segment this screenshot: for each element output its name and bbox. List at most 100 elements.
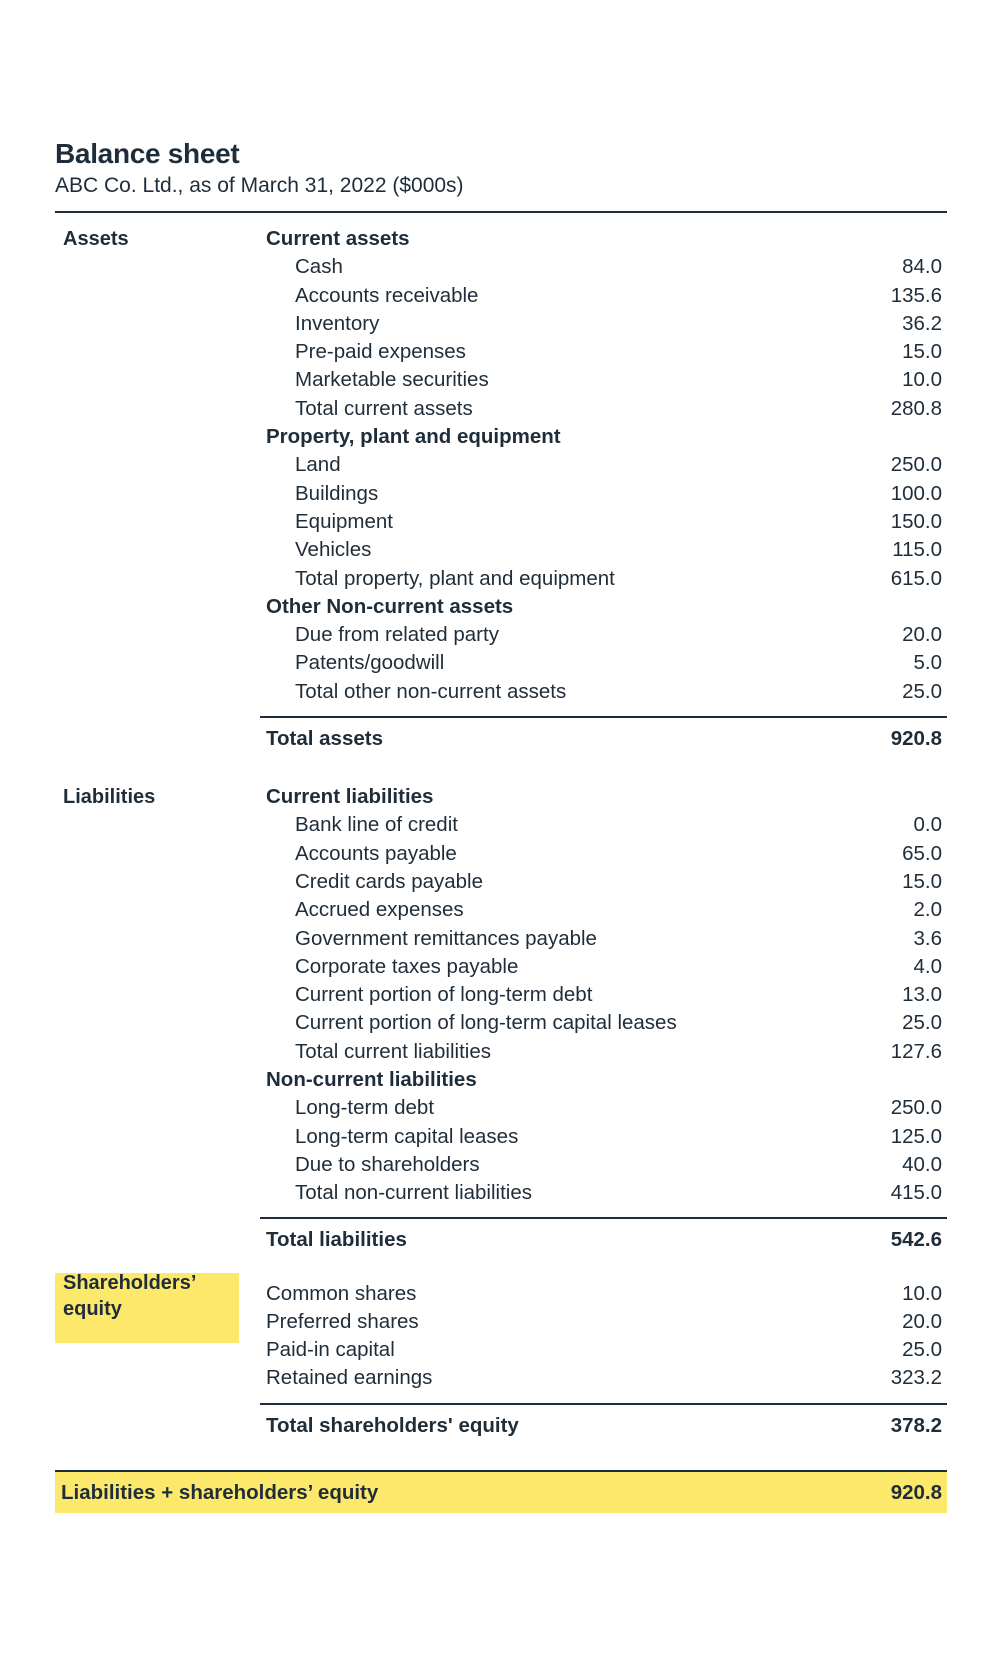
line-item: Total current liabilities 127.6 (260, 1038, 947, 1066)
line-item-label: Long-term debt (295, 1096, 435, 1120)
line-item: Long-term debt 250.0 (260, 1094, 947, 1122)
line-item-label: Buildings (295, 481, 379, 505)
line-item: Government remittances payable 3.6 (260, 925, 947, 953)
divider (260, 1402, 947, 1405)
total-row: Total shareholders' equity 378.2 (260, 1405, 947, 1447)
page-subtitle: ABC Co. Ltd., as of March 31, 2022 ($000… (55, 174, 464, 197)
total-label: Total liabilities (266, 1227, 407, 1251)
line-item: Current portion of long-term capital lea… (260, 1009, 947, 1037)
line-item-label: Non-current liabilities (266, 1068, 477, 1092)
line-item-label: Common shares (266, 1281, 417, 1305)
line-item-value: 615.0 (890, 566, 942, 590)
line-item: Vehicles 115.0 (260, 536, 947, 564)
line-item-label: Land (295, 453, 341, 477)
line-item-value: 135.6 (890, 283, 942, 307)
line-item-label: Vehicles (295, 538, 372, 562)
line-item: Credit cards payable 15.0 (260, 868, 947, 896)
equity-section: Shareholders’ equity Common shares 10.0 Pr… (55, 1272, 947, 1447)
line-item: Paid-in capital 25.0 (260, 1336, 947, 1364)
line-item: Corporate taxes payable 4.0 (260, 953, 947, 981)
line-item: Patents/goodwill 5.0 (260, 649, 947, 677)
line-item-label: Credit cards payable (295, 869, 484, 893)
total-label: Total assets (266, 727, 383, 751)
line-item: Accounts receivable 135.6 (260, 282, 947, 310)
line-item-value: 36.2 (902, 311, 942, 335)
line-item-value: 15.0 (902, 340, 942, 364)
line-item-value: 25.0 (902, 1011, 942, 1035)
line-item-value: 125.0 (890, 1124, 942, 1148)
line-item-label: Current liabilities (266, 785, 434, 809)
line-item-label: Government remittances payable (295, 926, 597, 950)
line-item-value: 150.0 (890, 509, 942, 533)
section-label: Liabilities (63, 786, 156, 809)
line-item-label: Current portion of long-term debt (295, 983, 593, 1007)
line-item-value: 65.0 (902, 841, 942, 865)
line-item: Preferred shares 20.0 (260, 1308, 947, 1336)
line-item: Accrued expenses 2.0 (260, 896, 947, 924)
line-item-label: Total other non-current assets (295, 679, 567, 703)
line-item-label: Retained earnings (266, 1366, 433, 1390)
assets-section: Assets Current assets Cash 84.0 Accounts re… (55, 225, 947, 760)
equity-label-highlight: Shareholders’ equity (55, 1271, 239, 1343)
line-item-label: Total property, plant and equipment (295, 566, 615, 590)
line-item: Common shares 10.0 (260, 1280, 947, 1308)
line-item-label: Pre-paid expenses (295, 340, 466, 364)
subsection-header: Other Non-current assets (260, 593, 947, 621)
line-item: Accounts payable 65.0 (260, 840, 947, 868)
line-item-label: Total current liabilities (295, 1039, 491, 1063)
line-item-label: Due from related party (295, 623, 499, 647)
divider (260, 716, 947, 719)
line-item-value: 13.0 (902, 983, 942, 1007)
line-item-value: 323.2 (890, 1366, 942, 1390)
line-item-value: 100.0 (890, 481, 942, 505)
line-item: Total non-current liabilities 415.0 (260, 1179, 947, 1207)
total-label: Total shareholders' equity (266, 1413, 519, 1437)
line-item-value: 25.0 (902, 1338, 942, 1362)
total-value: 378.2 (890, 1413, 942, 1437)
total-value: 542.6 (890, 1227, 942, 1251)
line-item-label: Current portion of long-term capital lea… (295, 1011, 677, 1035)
section-label: Shareholders’ equity (63, 1271, 197, 1320)
line-item-label: Patents/goodwill (295, 651, 445, 675)
subsection-header: Non-current liabilities (260, 1066, 947, 1094)
divider (260, 1216, 947, 1219)
line-item-value: 250.0 (890, 453, 942, 477)
line-item-value: 15.0 (902, 869, 942, 893)
line-item-value: 40.0 (902, 1152, 942, 1176)
line-item: Buildings 100.0 (260, 480, 947, 508)
line-item-label: Total non-current liabilities (295, 1181, 533, 1205)
line-item-label: Current assets (266, 227, 410, 250)
line-item-label: Accounts receivable (295, 283, 479, 307)
balance-sheet-table: Assets Current assets Cash 84.0 Accounts re… (55, 225, 947, 1447)
line-item-label: Total current assets (295, 396, 473, 420)
total-value: 920.8 (890, 727, 942, 751)
line-item: Due to shareholders 40.0 (260, 1151, 947, 1179)
line-item-value: 3.6 (913, 926, 943, 950)
line-item-value: 115.0 (892, 538, 942, 562)
line-item-label: Inventory (295, 311, 380, 335)
line-item: Equipment 150.0 (260, 508, 947, 536)
grand-total-label: Liabilities + shareholders’ equity (61, 1480, 379, 1504)
liabilities-section: Liabilities Current liabilities Bank line… (55, 783, 947, 1260)
line-item-label: Preferred shares (266, 1309, 419, 1333)
line-item-label: Marketable securities (295, 368, 489, 392)
line-item-label: Due to shareholders (295, 1152, 480, 1176)
subsection-header: Current liabilities (260, 783, 947, 811)
line-item-value: 250.0 (890, 1096, 942, 1120)
line-item: Total property, plant and equipment 615.0 (260, 565, 947, 593)
total-row: Total assets 920.8 (260, 718, 947, 760)
line-item: Marketable securities 10.0 (260, 366, 947, 394)
line-item-value: 415.0 (890, 1181, 942, 1205)
line-item-value: 10.0 (902, 1281, 942, 1305)
line-item-value: 127.6 (890, 1039, 942, 1063)
line-item-label: Paid-in capital (266, 1338, 395, 1362)
line-item-label: Property, plant and equipment (266, 425, 561, 449)
line-item: Total current assets 280.8 (260, 395, 947, 423)
page-title: Balance sheet (55, 138, 240, 169)
line-item-value: 5.0 (913, 651, 943, 675)
subsection-header: Current assets (260, 225, 947, 253)
line-item: Total other non-current assets 25.0 (260, 678, 947, 706)
line-item: Land 250.0 (260, 451, 947, 479)
line-item: Due from related party 20.0 (260, 621, 947, 649)
line-item-value: 20.0 (902, 623, 942, 647)
